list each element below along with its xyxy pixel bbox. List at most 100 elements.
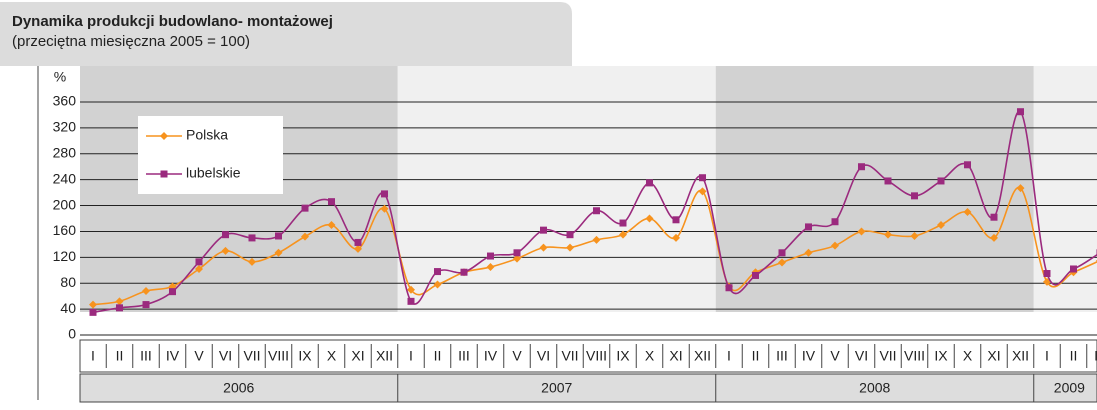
marker [726,284,733,291]
marker [1044,270,1051,277]
x-tick-label: VI [855,348,868,364]
marker [116,304,123,311]
y-tick-label: 80 [60,274,76,290]
x-tick-label: V [194,348,204,364]
year-label: 2009 [1054,380,1085,396]
x-tick-label: III [140,348,152,364]
marker [275,232,282,239]
x-tick-label: XI [669,348,682,364]
marker [434,268,441,275]
marker [699,174,706,181]
x-tick-label: VII [879,348,896,364]
marker [779,249,786,256]
marker [328,198,335,205]
marker [196,258,203,265]
x-tick-label: II [752,348,760,364]
marker [249,234,256,241]
marker [832,218,839,225]
marker [964,161,971,168]
x-tick-label: IX [934,348,948,364]
x-tick-label: I [91,348,95,364]
marker [302,205,309,212]
x-tick-label: IX [298,348,312,364]
marker [487,253,494,260]
marker [805,223,812,230]
x-tick-label: II [1070,348,1078,364]
legend-label: Polska [186,127,228,143]
marker [90,309,97,316]
chart-subtitle: (przeciętna miesięczna 2005 = 100) [12,33,250,50]
marker [381,190,388,197]
x-tick-label: II [434,348,442,364]
marker [673,216,680,223]
marker [1017,108,1024,115]
y-axis-label: % [54,69,66,85]
marker [408,298,415,305]
marker [752,272,759,279]
y-tick-label: 40 [60,300,76,316]
x-tick-label: VII [561,348,578,364]
marker [620,220,627,227]
x-tick-label: XII [694,348,711,364]
x-tick-label: I [1045,348,1049,364]
background [38,66,1097,336]
x-tick-label: IX [616,348,630,364]
marker [1070,265,1077,272]
x-tick-label: X [327,348,337,364]
x-tick-label: IV [484,348,498,364]
x-tick-label: I [727,348,731,364]
x-tick-label: I [409,348,413,364]
marker [540,227,547,234]
x-tick-label: VIII [586,348,607,364]
x-tick-label: VI [219,348,232,364]
x-tick-label: VIII [268,348,289,364]
chart-title: Dynamika produkcji budowlano- montażowej [12,13,333,30]
y-tick-label: 160 [53,222,77,238]
marker [911,192,918,199]
marker [461,269,468,276]
y-tick-label: 0 [68,326,76,342]
marker [355,239,362,246]
y-tick-label: 200 [53,196,77,212]
marker [991,214,998,221]
year-label: 2008 [859,380,890,396]
x-tick-label: V [512,348,522,364]
x-tick-label: IV [802,348,816,364]
marker [593,207,600,214]
marker [938,177,945,184]
x-tick-label: IV [166,348,180,364]
year-label: 2006 [223,380,254,396]
x-tick-label: XII [1012,348,1029,364]
marker [885,177,892,184]
y-tick-label: 120 [53,248,77,264]
marker [514,249,521,256]
x-tick-label: VII [243,348,260,364]
marker [858,163,865,170]
y-tick-label: 240 [53,170,77,186]
x-tick-label: XI [987,348,1000,364]
y-tick-label: 360 [53,93,77,109]
marker [567,231,574,238]
x-tick-label: V [830,348,840,364]
x-tick-label: III [458,348,470,364]
marker [143,301,150,308]
x-tick-label: III [776,348,788,364]
y-tick-label: 280 [53,144,77,160]
x-tick-label: VIII [904,348,925,364]
marker [169,288,176,295]
x-tick-label: XI [351,348,364,364]
marker [646,179,653,186]
legend-label: lubelskie [186,165,241,181]
marker [222,231,229,238]
year-label: 2007 [541,380,572,396]
x-tick-label: VI [537,348,550,364]
x-tick-label: X [963,348,973,364]
y-tick-label: 320 [53,119,77,135]
legend-marker [161,171,168,178]
year-band [716,66,1034,312]
year-band [1034,66,1097,312]
x-tick-label: II [116,348,124,364]
x-tick-label: XII [376,348,393,364]
x-tick-label: X [645,348,655,364]
